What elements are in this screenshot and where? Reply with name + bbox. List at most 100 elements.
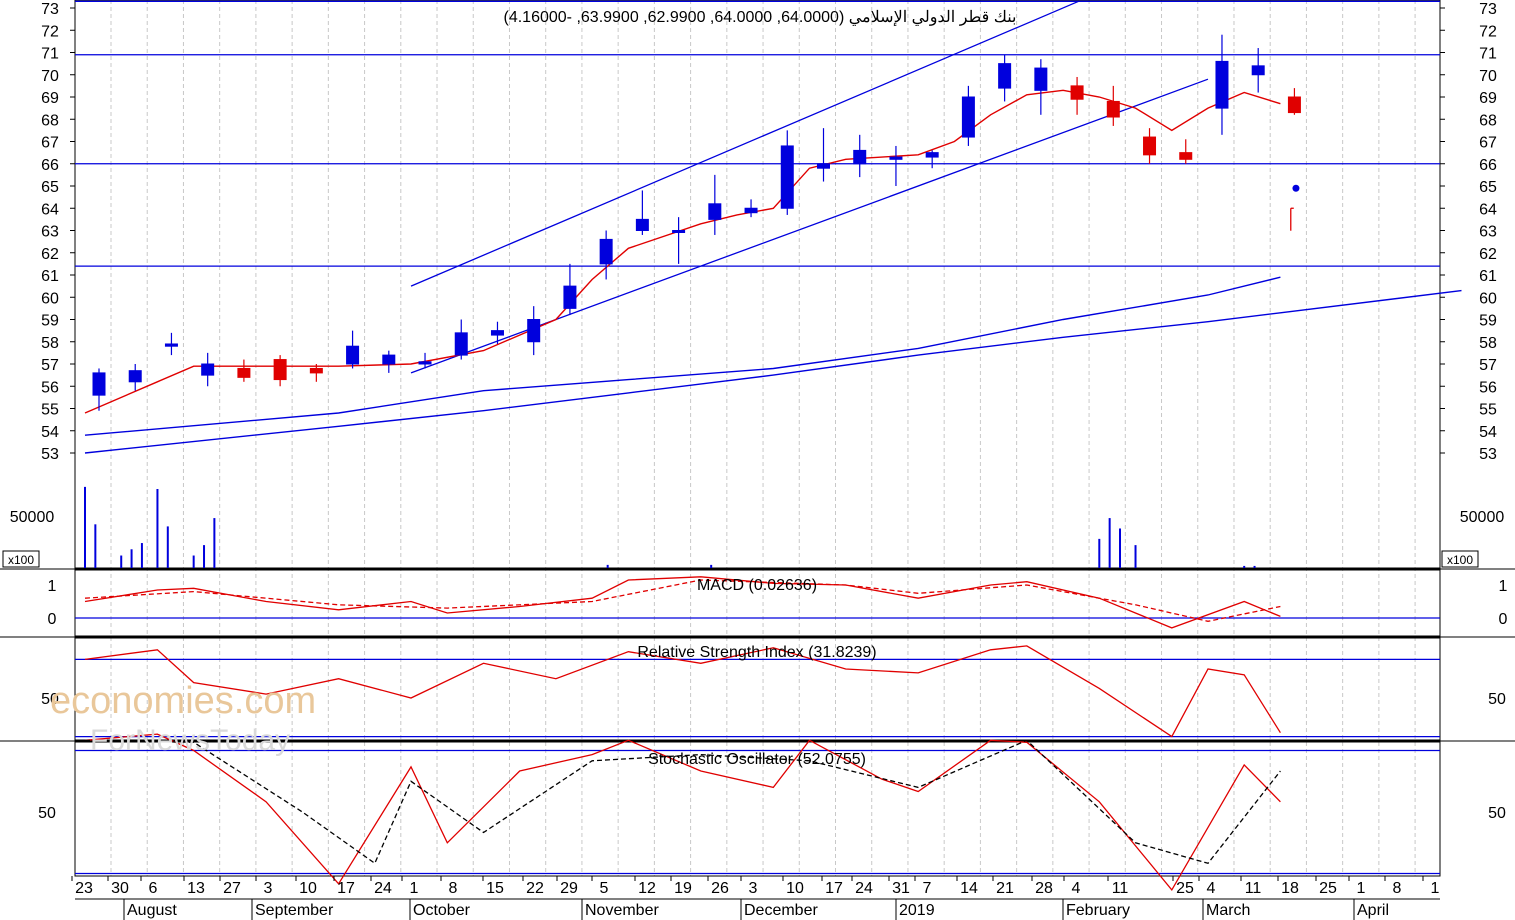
x-day-label: 14 [960,880,978,897]
candle-body [527,319,541,343]
price-tick-right: 67 [1479,135,1497,152]
x-day-label: 26 [711,880,729,897]
candle-body [599,238,613,265]
moving-average-long-2 [84,289,1462,454]
price-tick-left: 73 [41,1,59,18]
price-title: بنك قطر الدولي الإسلامي (64.0000, 64.000… [504,9,1017,26]
x-month-label: October [413,902,471,919]
candle-body [1251,65,1265,76]
price-tick-left: 53 [41,446,59,463]
x-day-label: 11 [1112,880,1129,897]
price-tick-right: 72 [1479,23,1497,40]
watermark-line-2: ForNewsToday [90,724,290,757]
price-tick-right: 73 [1479,1,1497,18]
x-month-label: December [744,902,818,919]
volume-panel [84,486,1256,568]
candle-body [1106,100,1120,118]
stochastic-tick-right: 50 [1488,805,1506,822]
x-month-label: March [1206,902,1250,919]
x-day-label: 3 [749,880,758,897]
x-day-label: 4 [1072,880,1081,897]
x-day-label: 30 [111,880,129,897]
x-day-label: 27 [223,880,241,897]
x-day-label: 7 [923,880,932,897]
x-day-label: 21 [996,880,1014,897]
price-tick-left: 63 [41,224,59,241]
candle-body [780,145,794,209]
x-day-label: 15 [486,880,504,897]
x-day-label: 4 [1207,880,1216,897]
price-tick-right: 66 [1479,157,1497,174]
macd-title: MACD (0.02636) [697,577,817,594]
candle-body [454,332,468,356]
x-day-label: 22 [526,880,544,897]
moving-average-long-1 [84,276,1281,436]
candle-body [925,152,939,158]
candle-body [201,363,215,376]
price-tick-left: 61 [41,268,59,285]
candle-body [490,330,504,336]
x-day-label: 29 [560,880,578,897]
channel-upper-line [410,0,1079,287]
price-tick-right: 68 [1479,112,1497,129]
macd-series-dashed [84,579,1281,622]
x-day-label: 24 [374,880,392,897]
x-day-label: 25 [1319,880,1337,897]
price-tick-right: 69 [1479,90,1497,107]
x-day-label: 6 [149,880,158,897]
price-tick-left: 70 [41,68,59,85]
price-tick-left: 55 [41,402,59,419]
candle-body [128,370,142,383]
candle-body [1034,67,1048,91]
candle-body [635,218,649,231]
x-day-label: 13 [187,880,205,897]
price-tick-right: 53 [1479,446,1497,463]
volume-tick-right: 50000 [1460,509,1505,526]
candle-body [418,361,432,365]
stochastic-tick-left: 50 [38,805,56,822]
x-day-label: 3 [264,880,273,897]
panel-border [74,569,1441,637]
watermark: economies.com ForNewsToday [50,680,316,757]
candle-body [817,163,830,169]
x-month-label: February [1066,902,1130,919]
x-month-label: September [255,902,334,919]
candle-body [961,96,975,138]
stochastic-panel: Stochastic Oscillator (52.0755) [75,733,1440,892]
moving-average-short [84,89,1281,414]
price-tick-left: 69 [41,90,59,107]
price-tick-right: 57 [1479,357,1497,374]
price-tick-left: 72 [41,23,59,40]
x-day-label: 11 [1245,880,1262,897]
price-tick-left: 56 [41,379,59,396]
macd-tick-left: 1 [48,578,57,595]
price-tick-left: 59 [41,313,59,330]
x-day-label: 1 [1357,880,1366,897]
candle-body [1070,85,1084,100]
x-day-label: 23 [75,880,93,897]
price-tick-right: 62 [1479,246,1497,263]
price-tick-right: 65 [1479,179,1497,196]
price-tick-left: 66 [41,157,59,174]
last-close-dot [1292,184,1300,192]
candle-body [889,156,903,160]
x-day-label: 25 [1176,880,1194,897]
price-tick-left: 58 [41,335,59,352]
price-tick-right: 56 [1479,379,1497,396]
price-tick-left: 54 [41,424,59,441]
price-tick-right: 54 [1479,424,1497,441]
candle-body [164,343,178,347]
x-month-label: August [127,902,177,919]
macd-panel: MACD (0.02636) [75,576,1440,629]
price-tick-left: 62 [41,246,59,263]
x-day-label: 28 [1035,880,1053,897]
price-tick-left: 57 [41,357,59,374]
candle-body [1143,136,1157,156]
macd-tick-left: 0 [48,611,57,628]
x-month-label: 2019 [899,902,935,919]
x-day-label: 5 [600,880,609,897]
panel-border [74,741,1441,877]
candle-body [1287,96,1301,114]
